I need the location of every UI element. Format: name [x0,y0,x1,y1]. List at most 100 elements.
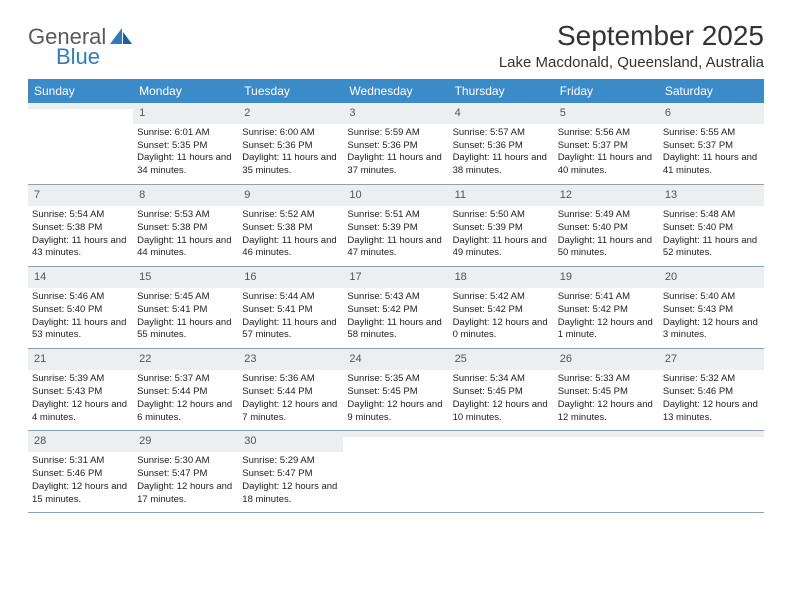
daylight-text: Daylight: 12 hours and 9 minutes. [347,399,444,425]
sunset-text: Sunset: 5:43 PM [663,304,760,317]
sunrise-text: Sunrise: 5:33 AM [558,373,655,386]
daylight-text: Daylight: 11 hours and 44 minutes. [137,235,234,261]
sunset-text: Sunset: 5:39 PM [347,222,444,235]
day-cell: 4Sunrise: 5:57 AMSunset: 5:36 PMDaylight… [449,103,554,184]
day-number [449,431,554,437]
day-cell: 13Sunrise: 5:48 AMSunset: 5:40 PMDayligh… [659,185,764,266]
day-cell: 25Sunrise: 5:34 AMSunset: 5:45 PMDayligh… [449,349,554,430]
daylight-text: Daylight: 11 hours and 57 minutes. [242,317,339,343]
calendar-grid: Sunday Monday Tuesday Wednesday Thursday… [28,79,764,513]
week-row: 28Sunrise: 5:31 AMSunset: 5:46 PMDayligh… [28,431,764,513]
sunrise-text: Sunrise: 5:55 AM [663,127,760,140]
day-number: 25 [449,349,554,370]
day-number: 14 [28,267,133,288]
sunrise-text: Sunrise: 5:36 AM [242,373,339,386]
logo-text: General Blue [28,26,106,68]
sunrise-text: Sunrise: 5:45 AM [137,291,234,304]
day-cell: 29Sunrise: 5:30 AMSunset: 5:47 PMDayligh… [133,431,238,512]
sunset-text: Sunset: 5:38 PM [242,222,339,235]
day-cell: 8Sunrise: 5:53 AMSunset: 5:38 PMDaylight… [133,185,238,266]
title-block: September 2025 Lake Macdonald, Queenslan… [499,20,764,71]
sunset-text: Sunset: 5:37 PM [663,140,760,153]
daylight-text: Daylight: 11 hours and 49 minutes. [453,235,550,261]
day-number: 3 [343,103,448,124]
daylight-text: Daylight: 12 hours and 10 minutes. [453,399,550,425]
weekday-header-row: Sunday Monday Tuesday Wednesday Thursday… [28,79,764,103]
day-cell: 9Sunrise: 5:52 AMSunset: 5:38 PMDaylight… [238,185,343,266]
sunset-text: Sunset: 5:47 PM [137,468,234,481]
logo-sail-icon [110,28,134,46]
sunset-text: Sunset: 5:41 PM [137,304,234,317]
daylight-text: Daylight: 12 hours and 12 minutes. [558,399,655,425]
sunset-text: Sunset: 5:45 PM [558,386,655,399]
daylight-text: Daylight: 11 hours and 37 minutes. [347,152,444,178]
day-cell: 2Sunrise: 6:00 AMSunset: 5:36 PMDaylight… [238,103,343,184]
day-number: 11 [449,185,554,206]
day-cell: 18Sunrise: 5:42 AMSunset: 5:42 PMDayligh… [449,267,554,348]
sunrise-text: Sunrise: 5:41 AM [558,291,655,304]
sunset-text: Sunset: 5:36 PM [242,140,339,153]
daylight-text: Daylight: 11 hours and 52 minutes. [663,235,760,261]
day-cell: 16Sunrise: 5:44 AMSunset: 5:41 PMDayligh… [238,267,343,348]
day-number: 23 [238,349,343,370]
day-cell [28,103,133,184]
day-cell: 21Sunrise: 5:39 AMSunset: 5:43 PMDayligh… [28,349,133,430]
day-number: 9 [238,185,343,206]
sunset-text: Sunset: 5:38 PM [32,222,129,235]
day-cell: 20Sunrise: 5:40 AMSunset: 5:43 PMDayligh… [659,267,764,348]
day-cell: 17Sunrise: 5:43 AMSunset: 5:42 PMDayligh… [343,267,448,348]
sunrise-text: Sunrise: 5:48 AM [663,209,760,222]
daylight-text: Daylight: 11 hours and 47 minutes. [347,235,444,261]
sunset-text: Sunset: 5:40 PM [663,222,760,235]
sunrise-text: Sunrise: 5:32 AM [663,373,760,386]
weekday-header: Thursday [449,79,554,103]
sunrise-text: Sunrise: 5:46 AM [32,291,129,304]
day-cell: 1Sunrise: 6:01 AMSunset: 5:35 PMDaylight… [133,103,238,184]
sunset-text: Sunset: 5:44 PM [137,386,234,399]
sunrise-text: Sunrise: 5:54 AM [32,209,129,222]
sunrise-text: Sunrise: 6:00 AM [242,127,339,140]
day-number: 5 [554,103,659,124]
day-number: 27 [659,349,764,370]
daylight-text: Daylight: 12 hours and 1 minute. [558,317,655,343]
day-number: 4 [449,103,554,124]
sunset-text: Sunset: 5:37 PM [558,140,655,153]
sunset-text: Sunset: 5:42 PM [558,304,655,317]
location-text: Lake Macdonald, Queensland, Australia [499,54,764,71]
day-number: 1 [133,103,238,124]
month-title: September 2025 [499,20,764,52]
daylight-text: Daylight: 12 hours and 18 minutes. [242,481,339,507]
sunrise-text: Sunrise: 6:01 AM [137,127,234,140]
sunset-text: Sunset: 5:42 PM [453,304,550,317]
sunset-text: Sunset: 5:36 PM [347,140,444,153]
day-number: 26 [554,349,659,370]
sunrise-text: Sunrise: 5:30 AM [137,455,234,468]
sunrise-text: Sunrise: 5:50 AM [453,209,550,222]
day-number: 22 [133,349,238,370]
day-cell: 15Sunrise: 5:45 AMSunset: 5:41 PMDayligh… [133,267,238,348]
day-cell: 26 Sunrise: 5:33 AMSunset: 5:45 PMDayligh… [554,349,659,430]
daylight-text: Daylight: 11 hours and 40 minutes. [558,152,655,178]
day-number: 6 [659,103,764,124]
sunrise-text: Sunrise: 5:42 AM [453,291,550,304]
day-number: 7 [28,185,133,206]
day-cell: 6Sunrise: 5:55 AMSunset: 5:37 PMDaylight… [659,103,764,184]
sunset-text: Sunset: 5:42 PM [347,304,444,317]
sunset-text: Sunset: 5:41 PM [242,304,339,317]
day-number: 8 [133,185,238,206]
sunrise-text: Sunrise: 5:34 AM [453,373,550,386]
week-row: 21Sunrise: 5:39 AMSunset: 5:43 PMDayligh… [28,349,764,431]
week-row: 7Sunrise: 5:54 AMSunset: 5:38 PMDaylight… [28,185,764,267]
sunrise-text: Sunrise: 5:56 AM [558,127,655,140]
sunrise-text: Sunrise: 5:37 AM [137,373,234,386]
day-number: 12 [554,185,659,206]
sunset-text: Sunset: 5:45 PM [347,386,444,399]
weeks-container: 1Sunrise: 6:01 AMSunset: 5:35 PMDaylight… [28,103,764,513]
sunset-text: Sunset: 5:46 PM [32,468,129,481]
sunset-text: Sunset: 5:40 PM [32,304,129,317]
weekday-header: Wednesday [343,79,448,103]
day-cell: 3 Sunrise: 5:59 AMSunset: 5:36 PMDaylight… [343,103,448,184]
day-number: 10 [343,185,448,206]
sunrise-text: Sunrise: 5:59 AM [347,127,444,140]
week-row: 14 Sunrise: 5:46 AMSunset: 5:40 PM Dayligh… [28,267,764,349]
